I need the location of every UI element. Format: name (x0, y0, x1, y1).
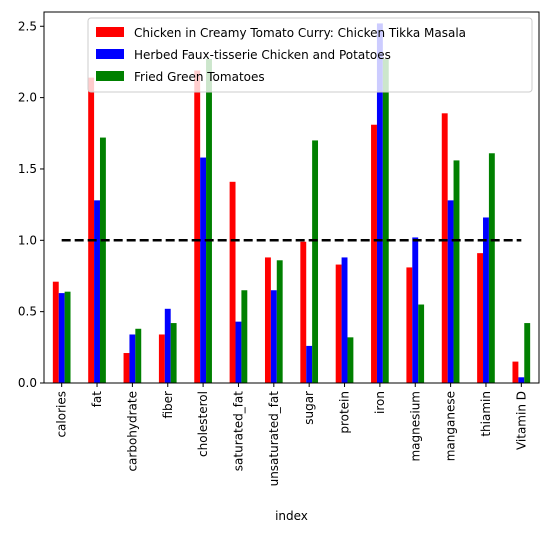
legend-swatch-3 (96, 71, 124, 81)
bar-sugar-series-3 (312, 140, 319, 383)
x-tick-label: sugar (302, 391, 316, 425)
y-tick-label: 1.5 (18, 162, 37, 176)
bar-fiber-series-1 (158, 334, 165, 383)
bar-cholesterol-series-3 (206, 59, 212, 383)
bar-thiamin-series-1 (477, 253, 484, 383)
x-tick-label: carbohydrate (125, 391, 139, 472)
bar-fiber-series-2 (164, 308, 171, 383)
y-tick-label: 0.5 (18, 305, 37, 319)
y-tick-label: 1.0 (18, 233, 37, 247)
bar-protein-series-3 (347, 337, 354, 383)
legend-swatch-2 (96, 49, 124, 59)
bar-unsaturated-fat-series-2 (270, 290, 277, 383)
bar-manganese-series-3 (453, 160, 460, 383)
axes-frame (43, 11, 540, 384)
bar-saturated-fat-series-3 (241, 290, 248, 383)
bar-calories-series-2 (58, 293, 65, 383)
bar-vitamin-d-series-2 (518, 377, 525, 383)
x-tick-label: thiamin (479, 391, 493, 437)
bar-iron-series-1 (371, 124, 377, 383)
x-tick-label: magnesium (408, 391, 422, 462)
y-axis: 0.0 0.5 1.0 1.5 2.0 2.5 (18, 19, 44, 390)
bar-iron-series-3 (382, 59, 389, 383)
bar-carbohydrate-series-1 (123, 353, 130, 383)
x-axis-title: index (275, 509, 308, 523)
bar-fat-series-1 (88, 77, 95, 383)
x-tick-label: fiber (161, 391, 175, 419)
bar-saturated-fat-series-1 (229, 181, 236, 383)
x-tick-label: manganese (444, 391, 458, 461)
y-tick-label: 0.0 (18, 376, 37, 390)
x-tick-label: unsaturated_fat (267, 391, 281, 487)
bars-layer (52, 23, 531, 384)
x-tick-label: saturated_fat (231, 391, 245, 471)
bar-unsaturated-fat-series-1 (264, 257, 271, 383)
x-tick-label: cholesterol (196, 391, 210, 457)
bar-vitamin-d-series-3 (524, 323, 531, 383)
bar-iron-series-2 (376, 23, 383, 384)
x-tick-label: calories (55, 391, 69, 438)
x-tick-label: fat (90, 391, 104, 408)
bar-calories-series-3 (64, 291, 71, 383)
bar-cholesterol-series-1 (194, 70, 201, 383)
bar-manganese-series-1 (441, 113, 448, 384)
bar-thiamin-series-3 (488, 153, 495, 383)
legend-label-2: Herbed Faux-tisserie Chicken and Potatoe… (134, 48, 391, 62)
legend-box (87, 17, 533, 93)
bar-fat-series-3 (99, 137, 106, 383)
bar-calories-series-1 (52, 281, 59, 383)
bar-protein-series-2 (341, 257, 348, 383)
bar-vitamin-d-series-1 (512, 361, 519, 383)
legend: Chicken in Creamy Tomato Curry: Chicken … (87, 17, 533, 93)
x-axis: calories fat carbohydrate fiber cholesterol s… (55, 383, 528, 487)
legend-label-3: Fried Green Tomatoes (134, 70, 265, 84)
bar-manganese-series-2 (447, 200, 454, 383)
bar-carbohydrate-series-2 (129, 334, 136, 383)
bar-sugar-series-2 (306, 345, 313, 383)
y-tick-label: 2.5 (18, 19, 37, 33)
bar-sugar-series-1 (300, 241, 307, 383)
x-tick-label: protein (338, 391, 352, 434)
bar-magnesium-series-3 (418, 304, 425, 383)
bar-fiber-series-3 (170, 323, 177, 383)
x-tick-label: iron (373, 391, 387, 414)
y-tick-label: 2.0 (18, 91, 37, 105)
bar-saturated-fat-series-2 (235, 321, 242, 383)
bar-unsaturated-fat-series-3 (276, 260, 283, 383)
bar-magnesium-series-1 (406, 267, 413, 383)
x-tick-label: Vitamin D (514, 391, 528, 450)
bar-cholesterol-series-2 (200, 157, 207, 383)
bar-protein-series-1 (335, 264, 342, 383)
bar-carbohydrate-series-3 (135, 328, 142, 383)
legend-label-1: Chicken in Creamy Tomato Curry: Chicken … (134, 26, 466, 40)
legend-swatch-1 (96, 27, 124, 37)
bar-magnesium-series-2 (412, 237, 419, 383)
bar-thiamin-series-2 (483, 217, 489, 383)
bar-fat-series-2 (94, 200, 100, 383)
